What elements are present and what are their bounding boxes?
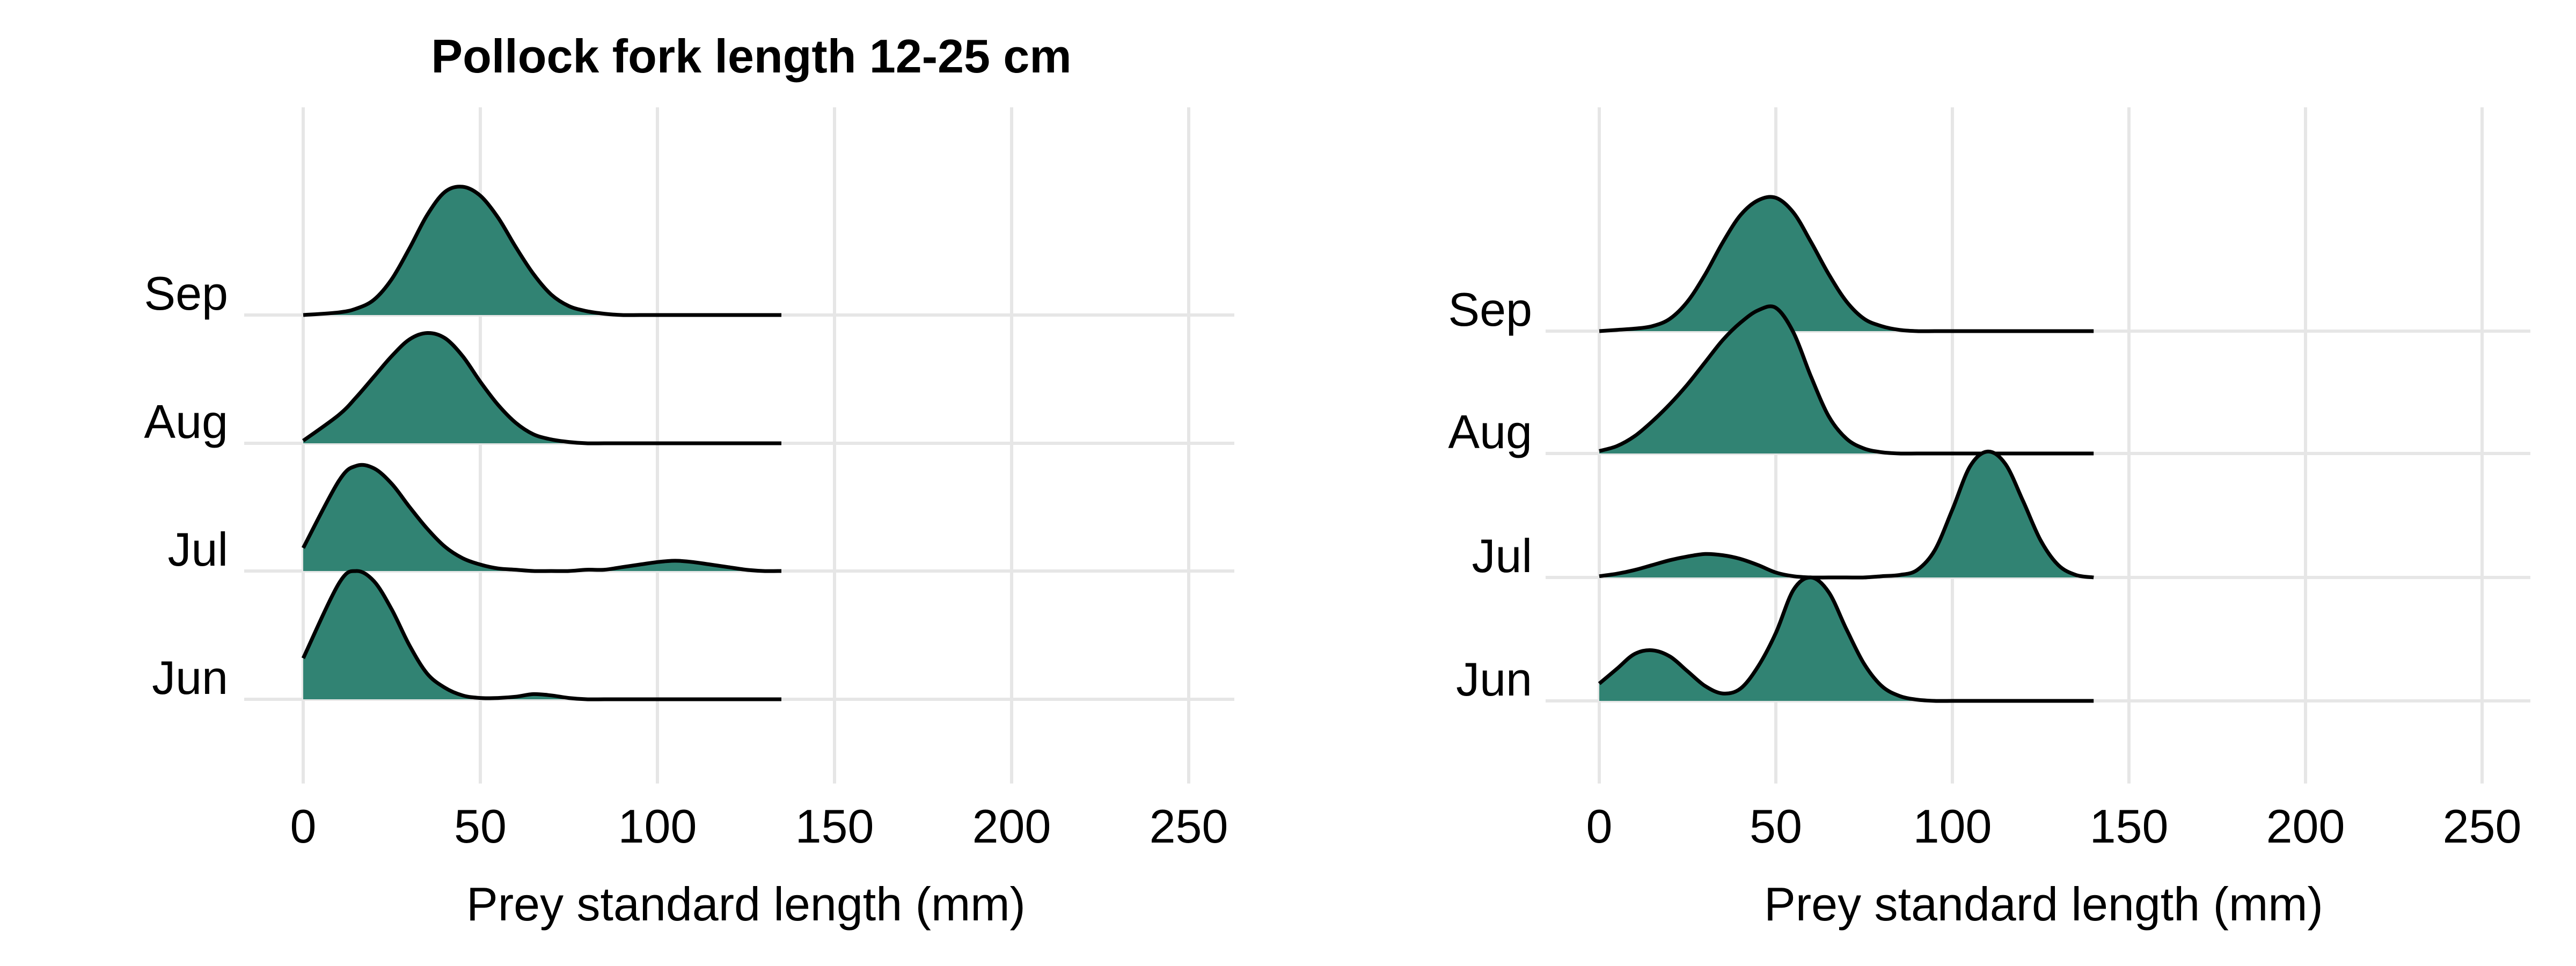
ridge-area-sep [303,186,781,316]
ridge-area-aug [303,333,781,444]
ridge-line-jul [1599,449,2094,580]
ridge-line-jul [301,463,782,573]
y-tick-label: Jul [168,523,229,576]
x-tick-label: 100 [618,800,697,853]
x-tick-label: 0 [1586,800,1613,853]
x-tick-label: 100 [1913,800,1992,853]
x-axis-label: Prey standard length (mm) [466,877,1026,931]
ridge-line-sep [1599,195,2094,333]
left-panel: Pollock fork length 12-25 cm Jun Jul Aug Sep… [144,30,1234,931]
x-tick-label: 150 [795,800,874,853]
x-tick-label: 0 [290,800,317,853]
x-tick-label: 50 [1750,800,1802,853]
ridge-line-sep [303,185,781,317]
right-panel: Jun Jul Aug Sep 0 50 100 150 200 250 Prey standard… [1448,107,2530,931]
x-tick-label: 150 [2090,800,2169,853]
y-tick-label: Jul [1472,529,1533,582]
ridge-area-sep [1599,196,2094,332]
y-tick-label: Jun [1456,653,1532,706]
ridge-area-jul [1599,451,2094,578]
x-tick-label: 200 [2266,800,2345,853]
ridge-area-jun [1599,577,2094,701]
x-tick-label: 250 [2443,800,2522,853]
ridge-line-jun [1598,575,2094,703]
x-tick-label: 250 [1150,800,1228,853]
ridge-line-jun [301,569,781,701]
y-tick-label: Jun [152,651,228,704]
y-tick-label: Aug [1448,405,1532,458]
ridge-area-aug [1599,306,2094,454]
y-tick-label: Sep [1448,283,1532,336]
x-tick-label: 200 [972,800,1051,853]
ridge-line-aug [302,331,781,445]
ridge-area-jul [303,465,781,572]
x-tick-label: 50 [454,800,507,853]
ridge-line-aug [1599,304,2094,456]
x-axis-label: Prey standard length (mm) [1764,877,2323,931]
y-tick-label: Sep [144,267,228,320]
chart-title: Pollock fork length 12-25 cm [431,30,1071,83]
ridge-area-jun [303,570,781,700]
y-tick-label: Aug [144,395,228,448]
